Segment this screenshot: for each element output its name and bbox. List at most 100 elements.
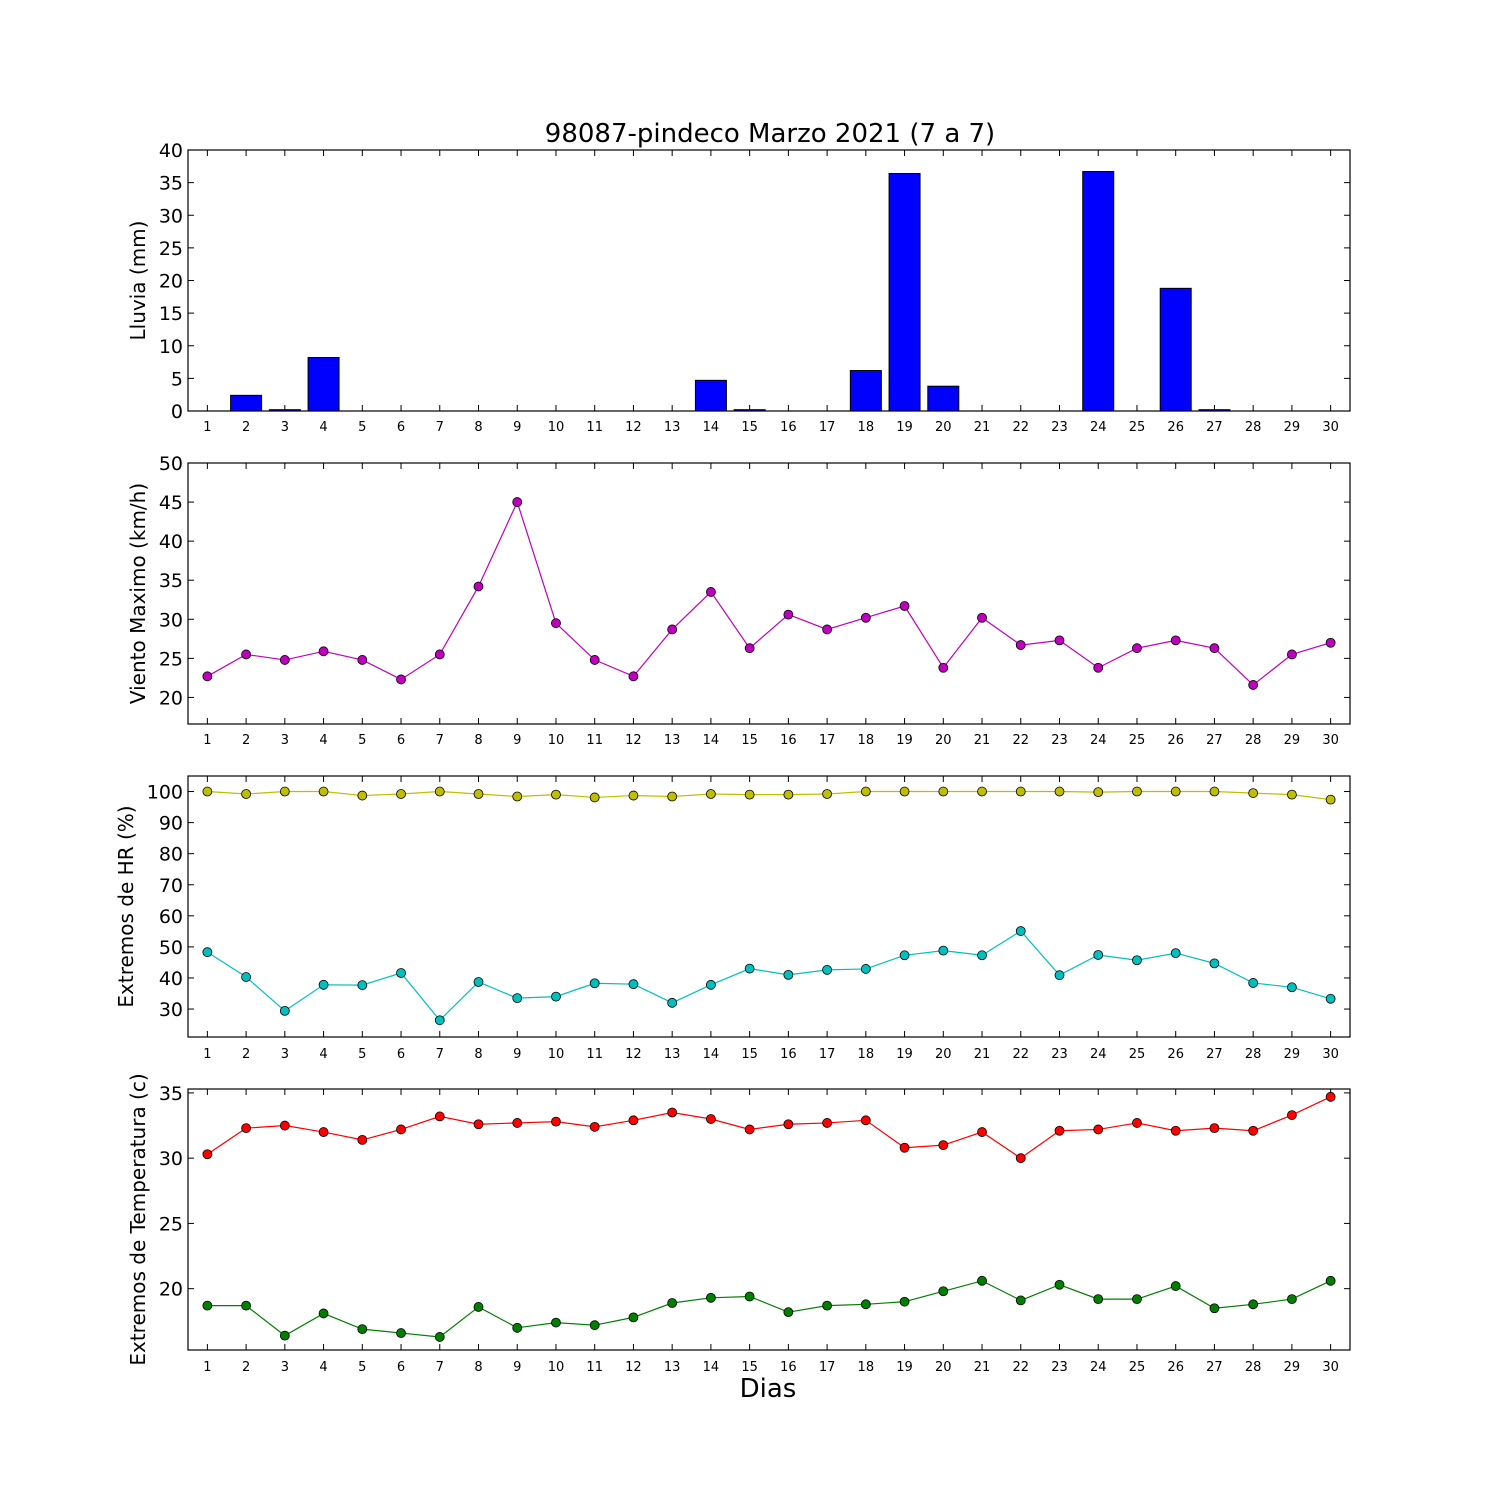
x-tick-label: 1 xyxy=(203,733,211,748)
x-tick-label: 20 xyxy=(935,1360,952,1375)
y-tick-label: 30 xyxy=(159,205,183,227)
data-point xyxy=(396,968,406,978)
data-point xyxy=(1054,635,1065,646)
x-tick-label: 3 xyxy=(281,733,289,748)
data-point xyxy=(744,1124,755,1135)
x-tick-label: 6 xyxy=(397,420,405,435)
y-tick-label: 20 xyxy=(159,271,183,293)
x-tick-label: 27 xyxy=(1206,733,1223,748)
data-point xyxy=(1132,1118,1142,1128)
x-tick-label: 18 xyxy=(858,420,875,435)
data-point xyxy=(1170,786,1181,797)
x-tick-label: 22 xyxy=(1012,420,1029,435)
data-point xyxy=(667,1298,678,1308)
x-tick-label: 11 xyxy=(586,1047,603,1062)
data-point xyxy=(396,789,406,799)
data-point xyxy=(1170,1125,1181,1136)
rain-bar xyxy=(1198,409,1231,412)
x-tick-label: 29 xyxy=(1284,733,1301,748)
data-point xyxy=(1054,970,1065,981)
series-line-2 xyxy=(207,1280,1331,1338)
data-point xyxy=(706,587,716,597)
data-point xyxy=(473,1119,484,1130)
rain-bar xyxy=(694,379,727,412)
data-point xyxy=(318,646,329,657)
data-point xyxy=(706,789,716,799)
data-point xyxy=(202,947,213,958)
data-point xyxy=(396,1124,406,1135)
x-tick-label: 5 xyxy=(358,733,366,748)
rain-bar xyxy=(1082,171,1115,412)
data-point xyxy=(551,991,561,1002)
data-point xyxy=(357,980,368,991)
x-tick-label: 16 xyxy=(780,733,797,748)
x-tick-label: 4 xyxy=(319,420,327,435)
plot-frame xyxy=(187,1088,1351,1351)
data-point xyxy=(1248,1299,1259,1310)
y-tick-label: 40 xyxy=(159,140,183,162)
data-point xyxy=(783,1119,794,1130)
data-point xyxy=(1170,635,1181,646)
y-tick-label: 90 xyxy=(159,813,183,835)
data-point xyxy=(899,601,910,611)
data-point xyxy=(1209,643,1220,654)
x-tick-label: 9 xyxy=(513,1047,521,1062)
rain-bar xyxy=(927,385,960,412)
data-point xyxy=(512,1118,523,1128)
data-point xyxy=(1248,680,1259,690)
x-tick-label: 26 xyxy=(1167,1047,1184,1062)
data-point xyxy=(977,1275,987,1286)
data-point xyxy=(357,655,368,665)
data-point xyxy=(1093,1124,1104,1135)
data-point xyxy=(434,1015,445,1026)
data-point xyxy=(1015,926,1026,936)
y-tick-label: 15 xyxy=(159,303,183,325)
data-point xyxy=(589,1121,600,1132)
x-tick-label: 8 xyxy=(474,1047,482,1062)
x-tick-label: 10 xyxy=(548,1360,565,1375)
x-tick-label: 1 xyxy=(203,1047,211,1062)
y-axis-title: Extremos de Temperatura (c) xyxy=(126,1073,150,1365)
data-point xyxy=(977,950,987,961)
data-point xyxy=(1170,948,1181,959)
x-tick-label: 21 xyxy=(974,1360,991,1375)
rain-bar xyxy=(733,409,766,412)
series-line-1 xyxy=(207,1096,1331,1159)
x-tick-label: 21 xyxy=(974,420,991,435)
data-point xyxy=(396,674,406,685)
data-point xyxy=(1325,1091,1336,1102)
y-tick-label: 30 xyxy=(159,999,183,1021)
x-tick-label: 15 xyxy=(741,1047,758,1062)
x-tick-label: 23 xyxy=(1051,1047,1068,1062)
data-point xyxy=(783,969,794,980)
x-tick-label: 18 xyxy=(858,733,875,748)
data-point xyxy=(1093,787,1104,798)
data-point xyxy=(551,618,561,629)
x-tick-label: 28 xyxy=(1245,420,1262,435)
y-axis-title: Lluvia (mm) xyxy=(126,221,150,341)
data-point xyxy=(551,1317,561,1328)
y-tick-label: 20 xyxy=(159,1279,183,1301)
x-tick-label: 2 xyxy=(242,733,250,748)
y-tick-label: 100 xyxy=(147,782,183,804)
data-point xyxy=(279,1330,290,1341)
x-tick-label: 29 xyxy=(1284,1360,1301,1375)
x-tick-label: 7 xyxy=(436,1047,444,1062)
data-point xyxy=(667,1107,678,1118)
data-point xyxy=(628,671,639,682)
x-tick-label: 9 xyxy=(513,1360,521,1375)
data-point xyxy=(318,979,329,990)
x-tick-label: 23 xyxy=(1051,1360,1068,1375)
data-point xyxy=(822,1300,832,1311)
data-point xyxy=(667,624,678,635)
x-tick-label: 28 xyxy=(1245,1360,1262,1375)
data-point xyxy=(241,789,252,799)
x-tick-label: 4 xyxy=(319,733,327,748)
data-point xyxy=(977,1127,987,1137)
data-point xyxy=(396,1328,406,1338)
data-point xyxy=(938,1140,949,1151)
chart-title: 98087-pindeco Marzo 2021 (7 a 7) xyxy=(545,119,995,149)
x-tick-label: 25 xyxy=(1129,1360,1146,1375)
